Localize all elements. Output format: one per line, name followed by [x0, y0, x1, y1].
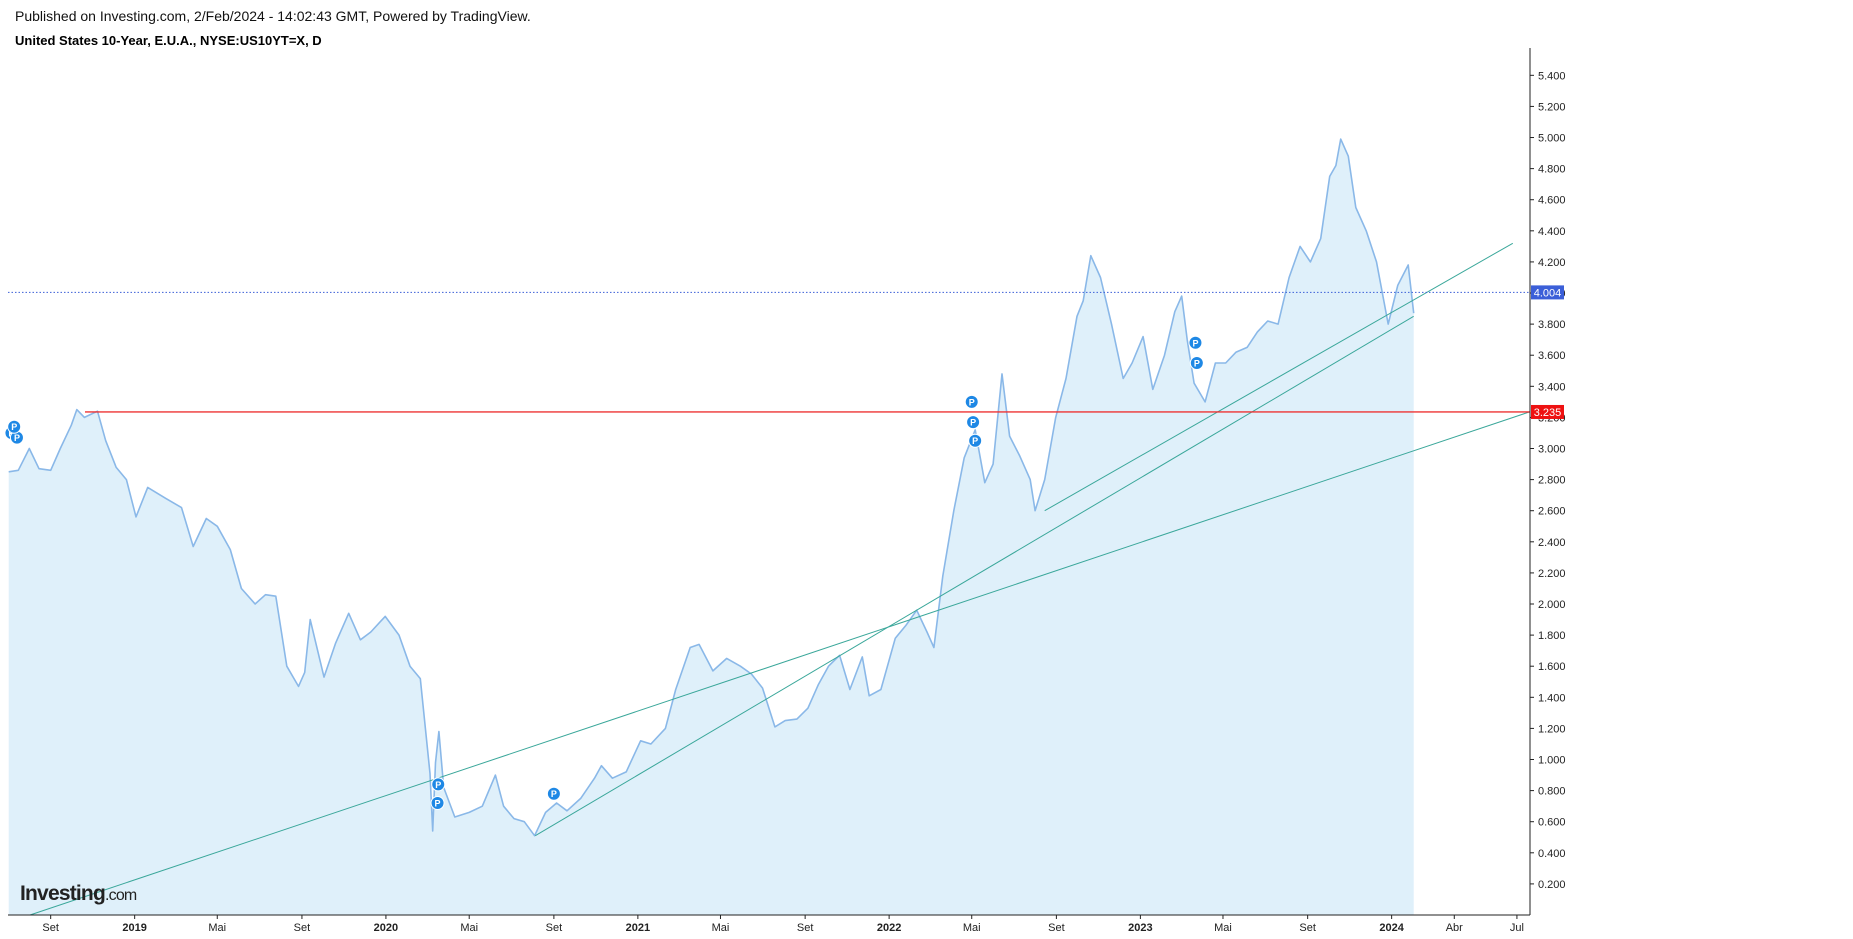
y-tick-label-23: 4.800 [1538, 164, 1566, 176]
x-tick-label-11: Mai [963, 922, 981, 934]
trendline-2 [1044, 242, 1514, 512]
marker-p-label-1: P [14, 433, 20, 443]
price-badge-1 [1531, 404, 1564, 419]
x-tick-label-4: 2020 [374, 922, 398, 934]
trendline-1 [535, 315, 1414, 837]
y-tick-label-18: 3.800 [1538, 319, 1566, 331]
marker-p-7 [966, 415, 981, 430]
y-tick-label-17: 3.600 [1538, 350, 1566, 362]
y-tick-label-5: 1.200 [1538, 723, 1566, 735]
x-tick-label-6: Set [546, 922, 563, 934]
y-tick-label-0: 0.200 [1538, 879, 1566, 891]
price-badge-0 [1531, 285, 1564, 300]
y-tick-label-9: 2.000 [1538, 599, 1566, 611]
x-tick-label-18: Jul [1510, 922, 1524, 934]
marker-p-8 [968, 433, 983, 448]
chart-header: Published on Investing.com, 2/Feb/2024 -… [15, 8, 531, 48]
marker-p-10 [1189, 355, 1204, 370]
y-tick-label-25: 5.200 [1538, 101, 1566, 113]
x-tick-label-8: Mai [712, 922, 730, 934]
logo-brand: Investing [20, 882, 105, 905]
marker-p-label-4: P [435, 799, 441, 809]
x-tick-label-9: Set [797, 922, 814, 934]
y-tick-label-6: 1.400 [1538, 692, 1566, 704]
x-tick-label-5: Mai [460, 922, 478, 934]
x-tick-label-13: 2023 [1128, 922, 1152, 934]
marker-p-4 [430, 796, 445, 811]
x-tick-label-7: 2021 [626, 922, 650, 934]
marker-p-5 [546, 786, 561, 801]
y-tick-label-2: 0.600 [1538, 817, 1566, 829]
marker-p-label-5: P [551, 789, 557, 799]
price-badge-label-1: 3.235 [1534, 407, 1562, 419]
x-tick-label-16: 2024 [1379, 922, 1404, 934]
marker-p-label-10: P [1194, 358, 1200, 368]
marker-p-label-9: P [1192, 338, 1198, 348]
y-tick-label-14: 3.000 [1538, 444, 1566, 456]
x-tick-label-10: 2022 [877, 922, 901, 934]
published-line: Published on Investing.com, 2/Feb/2024 -… [15, 8, 531, 24]
investing-logo: Investing.com [20, 882, 138, 905]
event-markers: PPPPPPPPPPP [4, 335, 1204, 811]
horizontal-lines [8, 291, 1530, 413]
marker-p-label-6: P [969, 397, 975, 407]
symbol-title: United States 10-Year, E.U.A., NYSE:US10… [15, 33, 322, 48]
y-tick-label-11: 2.400 [1538, 537, 1566, 549]
y-tick-label-26: 5.400 [1538, 70, 1566, 82]
y-tick-label-20: 4.200 [1538, 257, 1566, 269]
y-tick-label-22: 4.600 [1538, 195, 1566, 207]
y-tick-label-1: 0.400 [1538, 848, 1566, 860]
marker-p-6 [964, 394, 979, 409]
svg-text:Investing.com: Investing.com [20, 882, 137, 905]
marker-p-label-8: P [972, 436, 978, 446]
marker-p-2 [7, 419, 22, 434]
logo-suffix: .com [105, 887, 137, 904]
x-tick-label-1: 2019 [122, 922, 146, 934]
x-tick-label-0: Set [42, 922, 59, 934]
y-tick-label-7: 1.600 [1538, 661, 1566, 673]
y-tick-label-4: 1.000 [1538, 755, 1566, 767]
x-tick-label-3: Set [294, 922, 311, 934]
marker-p-3 [431, 777, 446, 792]
x-tick-label-17: Abr [1446, 922, 1463, 934]
x-tick-label-14: Mai [1214, 922, 1232, 934]
marker-p-9 [1188, 335, 1203, 350]
price-area-fill [8, 139, 1414, 916]
y-tick-label-21: 4.400 [1538, 226, 1566, 238]
marker-p-label-3: P [435, 780, 441, 790]
y-tick-label-8: 1.800 [1538, 630, 1566, 642]
price-badge-label-0: 4.004 [1534, 287, 1562, 299]
time-axis[interactable]: Set 2019 Mai Set 2020 Mai Set 2021 Mai Set 2022 Mai… [8, 914, 1530, 934]
y-tick-label-16: 3.400 [1538, 381, 1566, 393]
x-tick-label-12: Set [1048, 922, 1065, 934]
x-tick-label-2: Mai [208, 922, 226, 934]
marker-p-label-7: P [970, 418, 976, 428]
price-line [8, 138, 1415, 837]
trendline-0 [29, 411, 1530, 916]
marker-p-label-2: P [11, 422, 17, 432]
y-tick-label-3: 0.800 [1538, 786, 1566, 798]
y-tick-label-10: 2.200 [1538, 568, 1566, 580]
x-tick-label-15: Set [1299, 922, 1316, 934]
y-tick-label-24: 5.000 [1538, 133, 1566, 145]
y-tick-label-12: 2.600 [1538, 506, 1566, 518]
y-tick-label-13: 2.800 [1538, 475, 1566, 487]
plot-area [8, 138, 1415, 916]
price-axis[interactable]: 0.200 0.400 0.600 0.800 1.000 1.200 1.400 1.600… [1529, 48, 1566, 915]
trendlines [29, 242, 1530, 916]
